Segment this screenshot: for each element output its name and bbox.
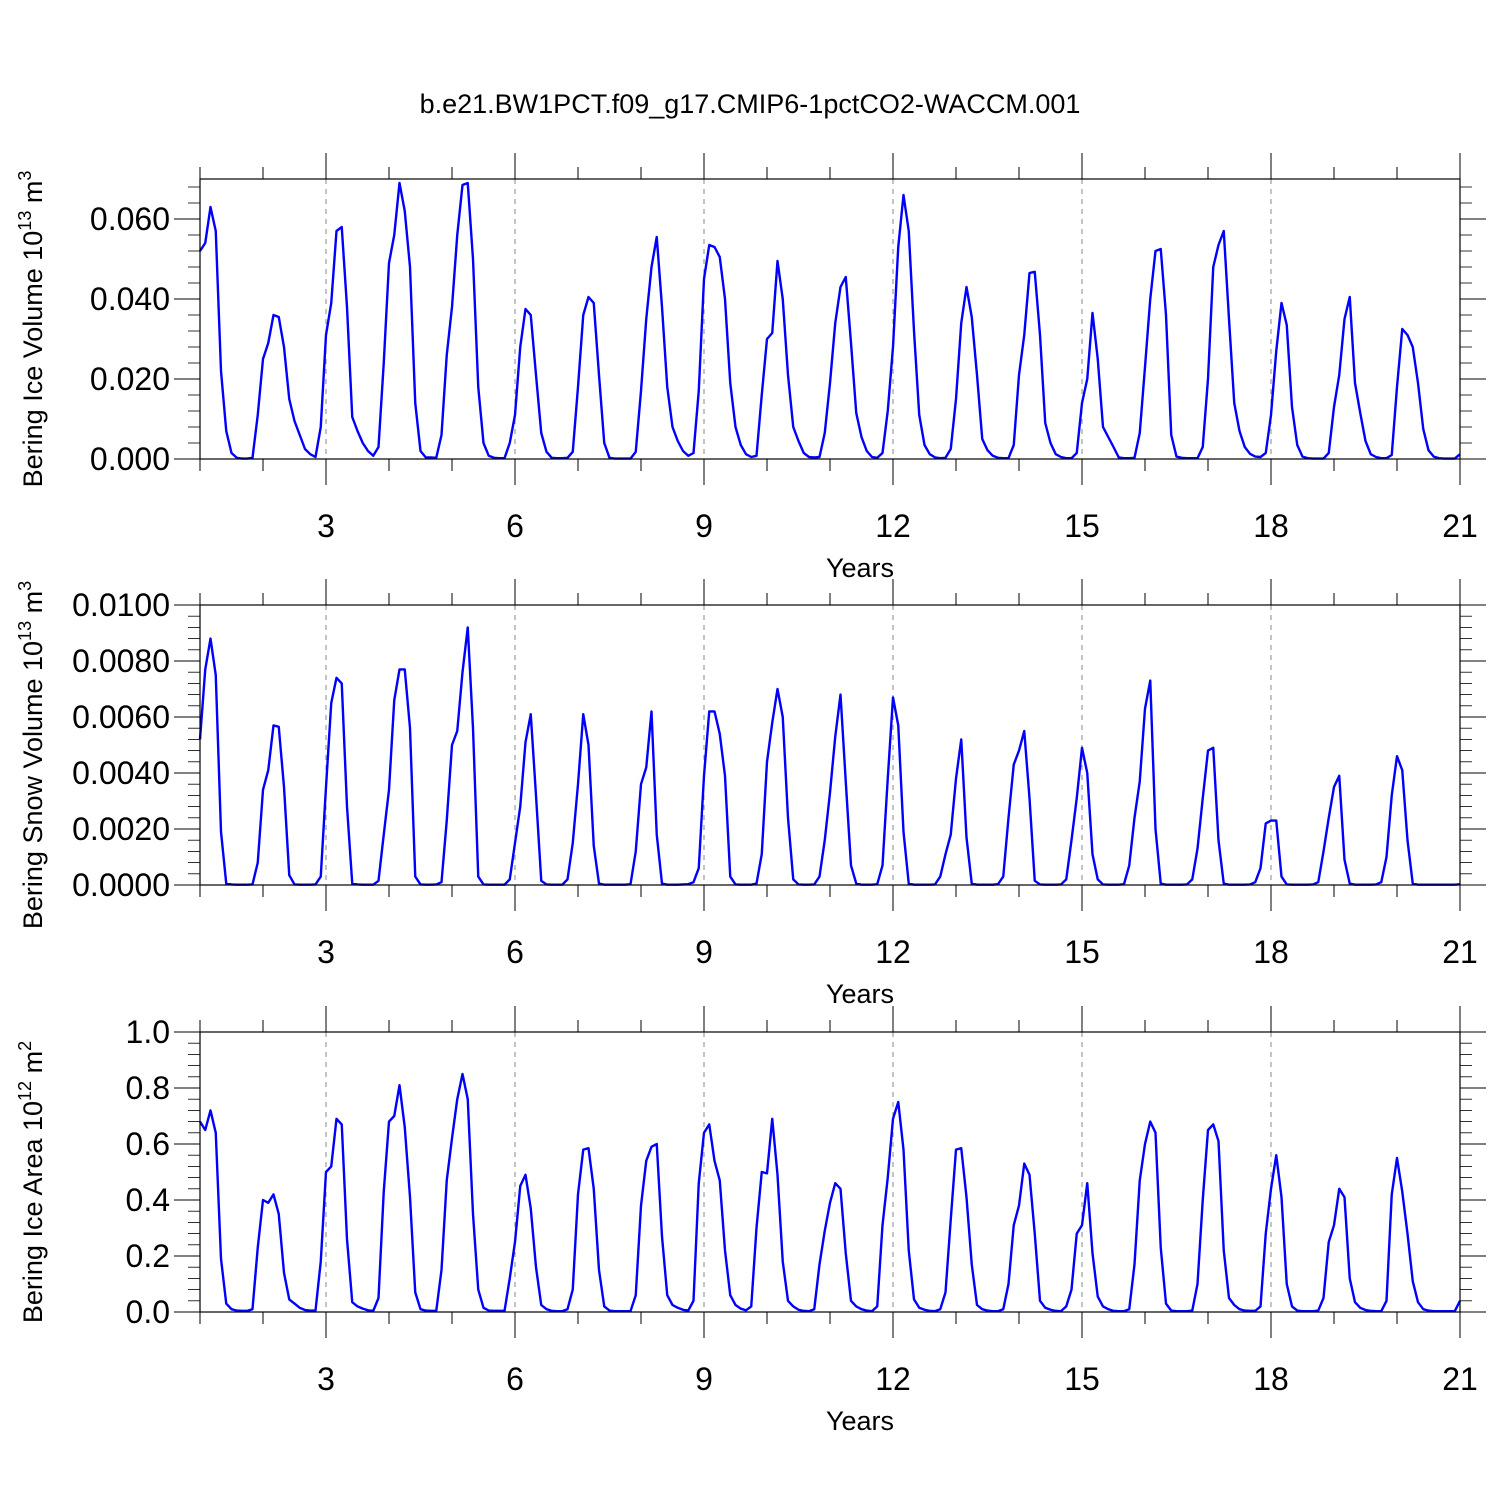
x-axis-label: Years xyxy=(826,553,894,583)
y-axis-label-superscript: 2 xyxy=(15,1041,35,1051)
chart-panel-3: 0.0 0.2 0.4 0.6 0.8 1.0 3 6 9 12 15 18 21 Years Bering… xyxy=(15,1006,1486,1436)
y-tick-label: 0.8 xyxy=(126,1070,170,1106)
y-tick-label: 0.0080 xyxy=(72,643,170,679)
x-tick-label: 6 xyxy=(506,934,524,970)
y-axis-label: Bering Snow Volume 1013 m3 xyxy=(15,581,48,929)
x-tick-label: 12 xyxy=(875,508,911,544)
x-tick-label: 9 xyxy=(695,508,713,544)
y-axis-label-superscript: 3 xyxy=(15,581,35,591)
y-axis-label-part: m xyxy=(18,181,48,211)
x-tick-label: 15 xyxy=(1064,1361,1100,1397)
y-tick-label: 0.0060 xyxy=(72,699,170,735)
series-line xyxy=(198,181,1461,460)
y-tick-label: 0.2 xyxy=(126,1238,170,1274)
x-tick-label: 3 xyxy=(317,1361,335,1397)
y-axis-label-part: m xyxy=(18,1051,48,1081)
figure-title: b.e21.BW1PCT.f09_g17.CMIP6-1pctCO2-WACCM… xyxy=(420,89,1081,119)
y-axis-label-superscript: 13 xyxy=(15,211,35,231)
chart-panel-1: 0.000 0.020 0.040 0.060 3 6 9 12 15 18 21 Years Beri… xyxy=(15,153,1486,583)
x-tick-label: 21 xyxy=(1442,1361,1478,1397)
y-tick-label: 0.0020 xyxy=(72,811,170,847)
x-axis-label: Years xyxy=(826,1406,894,1436)
x-tick-label: 15 xyxy=(1064,508,1100,544)
y-tick-label: 0.000 xyxy=(90,441,170,477)
y-tick-label: 0.4 xyxy=(126,1182,170,1218)
x-tick-label: 6 xyxy=(506,1361,524,1397)
x-tick-label: 6 xyxy=(506,508,524,544)
y-axis-label-superscript: 13 xyxy=(15,621,35,641)
y-axis-label-part: Bering Ice Area 10 xyxy=(18,1101,48,1323)
x-axis-label: Years xyxy=(826,979,894,1009)
x-tick-label: 3 xyxy=(317,508,335,544)
chart-panel-2: 0.0000 0.0020 0.0040 0.0060 0.0080 0.0100 3 6 9 1… xyxy=(15,579,1486,1009)
y-tick-label: 1.0 xyxy=(126,1014,170,1050)
series-line xyxy=(198,1072,1462,1313)
y-axis-label-superscript: 12 xyxy=(15,1081,35,1101)
y-axis-label-superscript: 3 xyxy=(15,171,35,181)
x-tick-label: 21 xyxy=(1442,934,1478,970)
x-tick-label: 12 xyxy=(875,1361,911,1397)
y-tick-label: 0.0 xyxy=(126,1294,170,1330)
y-tick-label: 0.020 xyxy=(90,361,170,397)
y-tick-label: 0.040 xyxy=(90,281,170,317)
x-tick-label: 9 xyxy=(695,934,713,970)
y-tick-label: 0.0100 xyxy=(72,587,170,623)
x-tick-label: 3 xyxy=(317,934,335,970)
x-tick-label: 15 xyxy=(1064,934,1100,970)
x-tick-label: 21 xyxy=(1442,508,1478,544)
x-tick-label: 9 xyxy=(695,1361,713,1397)
y-axis-label-part: Bering Ice Volume 10 xyxy=(18,231,48,488)
y-tick-label: 0.6 xyxy=(126,1126,170,1162)
y-axis-label: Bering Ice Volume 1013 m3 xyxy=(15,171,48,488)
y-axis-label-part: m xyxy=(18,591,48,621)
x-tick-label: 12 xyxy=(875,934,911,970)
x-tick-label: 18 xyxy=(1253,934,1289,970)
y-axis-label: Bering Ice Area 1012 m2 xyxy=(15,1041,48,1323)
y-tick-label: 0.0000 xyxy=(72,867,170,903)
x-tick-label: 18 xyxy=(1253,508,1289,544)
y-tick-label: 0.060 xyxy=(90,201,170,237)
x-tick-label: 18 xyxy=(1253,1361,1289,1397)
y-axis-label-part: Bering Snow Volume 10 xyxy=(18,641,48,929)
y-tick-label: 0.0040 xyxy=(72,755,170,791)
